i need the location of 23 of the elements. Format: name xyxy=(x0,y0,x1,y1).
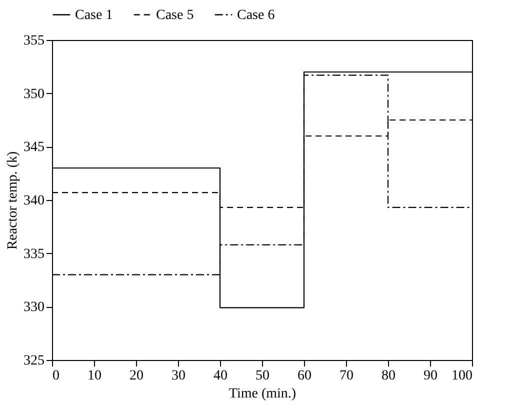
legend-label: Case 6 xyxy=(237,8,275,23)
y-tick-label: 325 xyxy=(24,354,44,368)
y-tick-label: 335 xyxy=(24,246,44,262)
y-tick-label: 350 xyxy=(24,86,44,102)
x-axis-title: Time (min.) xyxy=(228,386,296,402)
x-tick-label: 50 xyxy=(256,368,270,384)
x-tick-label: 90 xyxy=(424,368,438,384)
x-tick-label: 100 xyxy=(452,368,472,384)
x-tick-label: 40 xyxy=(214,368,228,384)
y-tick-label: 340 xyxy=(24,194,44,208)
y-tick-label: 355 xyxy=(24,34,44,48)
x-tick-label: 0 xyxy=(52,368,60,384)
y-axis-title: Reactor temp. (k) xyxy=(6,150,20,250)
legend-label: Case 5 xyxy=(156,8,194,23)
y-tick-label: 345 xyxy=(24,140,44,156)
legend-label: Case 1 xyxy=(75,8,113,23)
y-tick-label: 330 xyxy=(24,300,44,316)
x-tick-label: 70 xyxy=(340,368,354,384)
x-tick-label: 30 xyxy=(172,368,186,384)
x-tick-label: 20 xyxy=(130,368,144,384)
x-tick-label: 80 xyxy=(382,368,396,384)
x-tick-label: 10 xyxy=(88,368,102,384)
x-tick-label: 60 xyxy=(298,368,312,384)
